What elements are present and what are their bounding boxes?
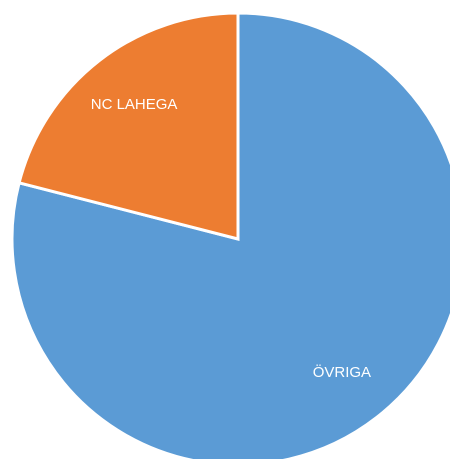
pie-slice: [17, 11, 240, 241]
pie-slice: [10, 11, 450, 459]
slice-label: NC LAHEGA: [91, 96, 178, 113]
slice-label: ÖVRIGA: [313, 363, 371, 381]
